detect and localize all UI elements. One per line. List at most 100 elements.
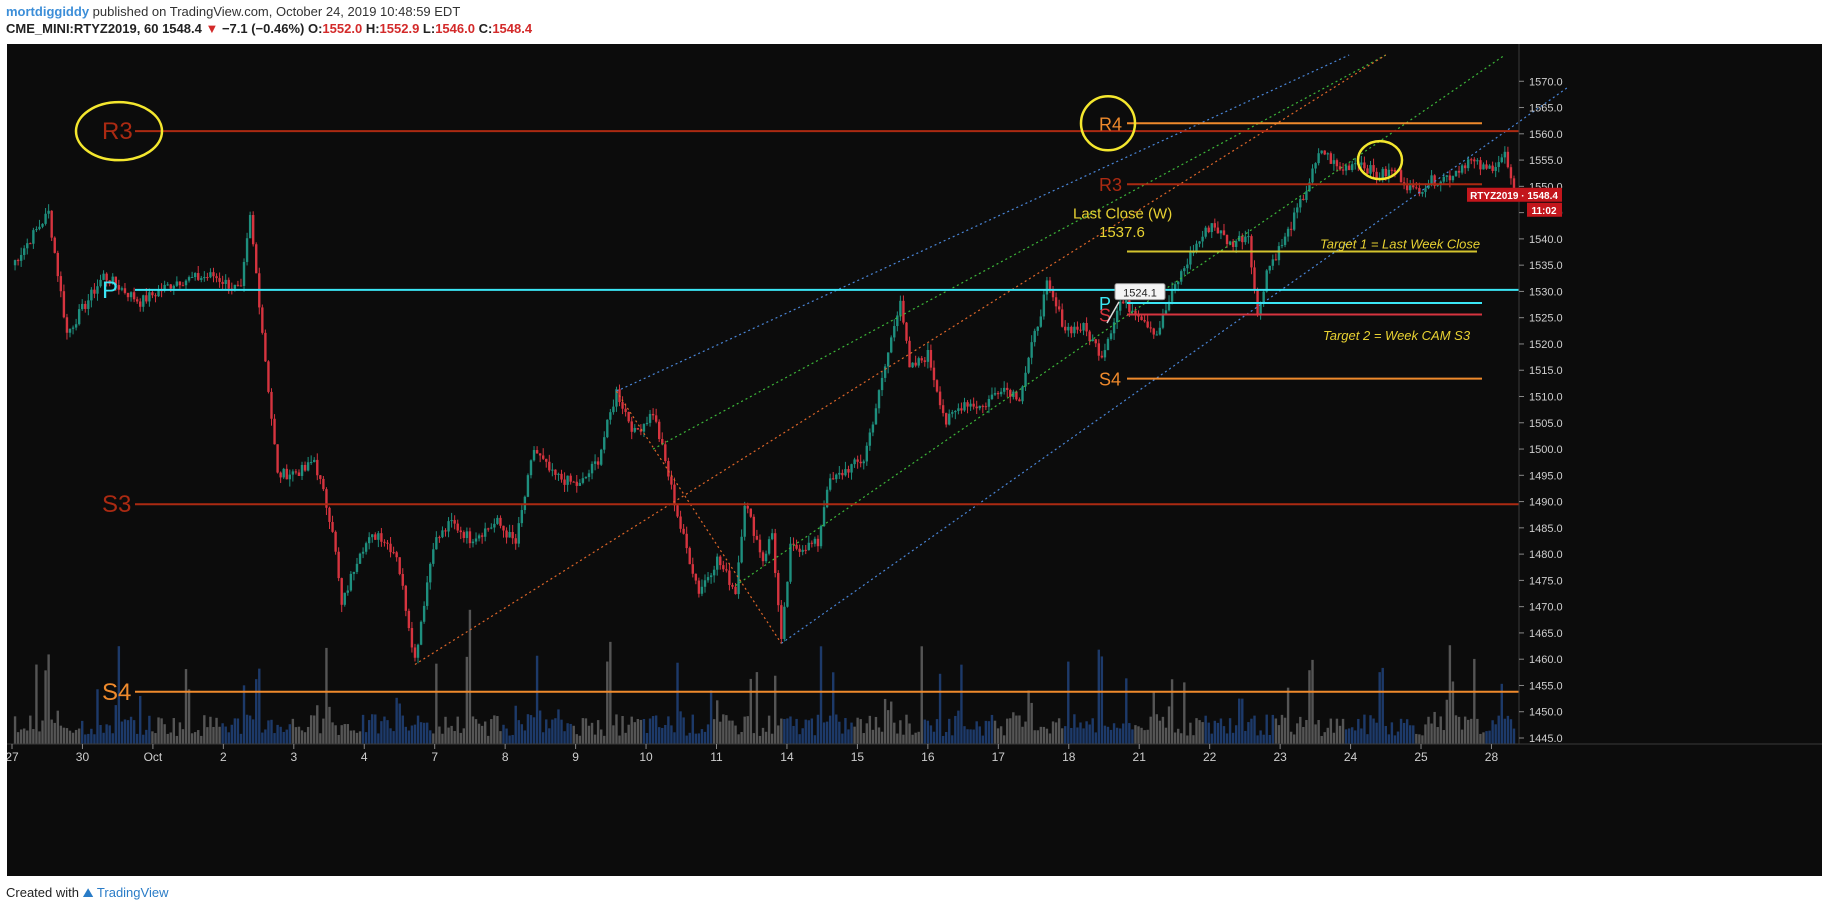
- volume-bar: [1201, 722, 1204, 744]
- volume-bar: [13, 716, 17, 744]
- volume-bar: [187, 689, 191, 744]
- candle-body: [816, 538, 820, 547]
- candle-body: [480, 535, 484, 537]
- volume-bar: [285, 729, 288, 744]
- volume-bar: [367, 720, 371, 744]
- volume-bar: [865, 723, 868, 744]
- volume-bar: [661, 727, 664, 744]
- tradingview-brand[interactable]: TradingView: [96, 885, 169, 900]
- candle-body: [1015, 391, 1018, 400]
- volume-bar: [346, 724, 350, 744]
- volume-bar: [450, 725, 453, 744]
- volume-bar: [957, 710, 960, 744]
- candle-body: [1454, 170, 1458, 177]
- volume-bar: [832, 672, 835, 744]
- volume-bar: [288, 724, 292, 744]
- x-tick-label: 24: [1344, 750, 1358, 764]
- candle-body: [172, 285, 176, 289]
- candle-body: [309, 462, 313, 464]
- volume-bar: [1390, 722, 1394, 744]
- volume-bar: [545, 719, 548, 744]
- candle-body: [770, 533, 774, 540]
- candle-body: [383, 541, 386, 543]
- volume-bar: [816, 714, 820, 744]
- volume-bar: [1030, 702, 1033, 744]
- volume-bar: [163, 724, 166, 744]
- chart-area[interactable]: R3 P S3 S4 R4 R3 P S S4 Last Close (W) 1537.6 Targ…: [5, 44, 1822, 876]
- volume-bar: [648, 718, 652, 744]
- candle-body: [1457, 170, 1461, 173]
- candle-body: [157, 290, 160, 297]
- volume-bar: [969, 729, 972, 744]
- volume-bar: [783, 719, 786, 744]
- candle-body: [1085, 323, 1088, 332]
- candle-body: [825, 489, 829, 508]
- candle-body: [767, 539, 771, 554]
- volume-bar: [1421, 735, 1424, 744]
- candle-body: [1405, 185, 1409, 191]
- candle-body: [676, 505, 679, 517]
- volume-bar: [694, 733, 698, 744]
- volume-bar: [886, 710, 890, 744]
- candle-body: [126, 292, 130, 298]
- candle-body: [71, 327, 75, 329]
- candle-body: [1302, 198, 1305, 200]
- volume-bar: [1433, 711, 1436, 744]
- countdown-tag-text: 11:02: [1531, 206, 1556, 217]
- volume-bar: [444, 716, 447, 744]
- candle-body: [248, 215, 252, 239]
- x-tick-label: 21: [1133, 750, 1147, 764]
- price-callout-box: [1114, 283, 1166, 301]
- author-link[interactable]: mortdiggiddy: [6, 4, 90, 19]
- volume-bar: [1143, 730, 1146, 744]
- candle-body: [532, 450, 536, 461]
- tradingview-logo-icon: ⛰: [82, 885, 94, 900]
- volume-bar: [300, 730, 304, 744]
- volume-bar: [505, 728, 508, 744]
- volume-bar: [157, 717, 160, 744]
- volume-bar: [1314, 724, 1317, 744]
- candle-body: [1476, 160, 1479, 162]
- volume-bar: [728, 720, 731, 744]
- volume-bar: [529, 715, 533, 744]
- volume-bar: [841, 733, 844, 744]
- candle-body: [957, 408, 960, 411]
- volume-bar: [520, 724, 524, 744]
- candle-body: [740, 536, 743, 563]
- last-price-tag: [1467, 187, 1562, 202]
- candle-body: [792, 543, 795, 545]
- volume-bar: [1216, 722, 1220, 744]
- candle-body: [978, 405, 981, 409]
- candle-body: [1210, 223, 1213, 233]
- volume-bar: [999, 726, 1003, 744]
- volume-bar: [1076, 727, 1079, 744]
- candle-body: [1369, 165, 1372, 174]
- x-tick-label: 16: [921, 750, 935, 764]
- candle-body: [389, 543, 392, 553]
- candle-body: [1479, 160, 1482, 170]
- volume-bar: [963, 726, 966, 744]
- candle-body: [1506, 151, 1510, 168]
- volume-bar: [1161, 716, 1165, 744]
- candle-body: [975, 406, 978, 409]
- candle-body: [1375, 171, 1378, 179]
- candle-body: [1195, 243, 1198, 253]
- candle-body: [419, 621, 423, 645]
- x-tick-label: 4: [361, 750, 368, 764]
- candle-body: [65, 317, 69, 333]
- volume-bar: [1372, 718, 1375, 744]
- candle-body: [1018, 399, 1021, 402]
- volume-bar: [1115, 727, 1119, 744]
- volume-bar: [1192, 735, 1195, 744]
- volume-bar: [740, 731, 743, 744]
- volume-bar: [673, 732, 676, 744]
- candle-body: [306, 462, 310, 471]
- volume-bar: [737, 734, 740, 744]
- volume-bar: [932, 731, 936, 744]
- candle-body: [1140, 316, 1143, 321]
- volume-bar: [712, 719, 716, 744]
- volume-bar: [825, 721, 829, 744]
- candle-body: [856, 459, 859, 462]
- x-tick-label: Oct: [144, 750, 163, 764]
